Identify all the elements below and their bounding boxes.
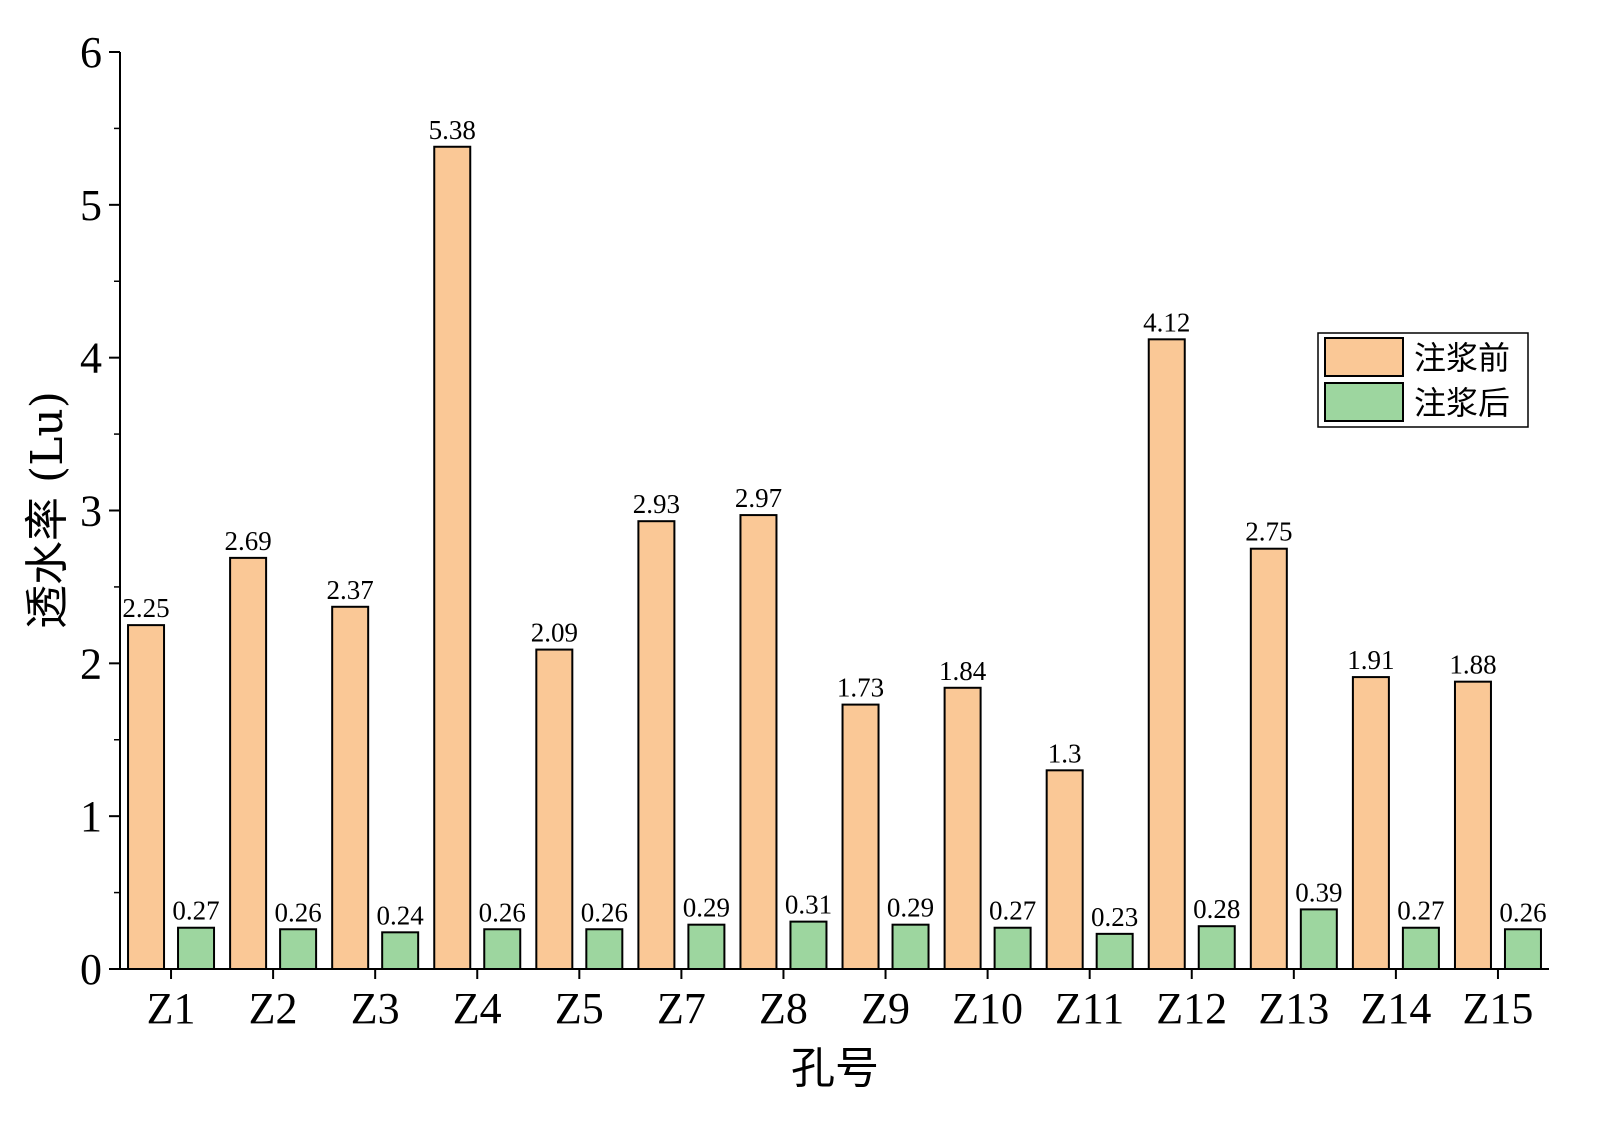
value-label-before-Z3: 2.37 <box>327 575 374 605</box>
value-label-before-Z15: 1.88 <box>1449 650 1496 680</box>
y-tick-label: 5 <box>80 181 102 230</box>
x-tick-label-Z12: Z12 <box>1156 984 1227 1033</box>
bar-after-Z3 <box>381 931 420 971</box>
value-label-before-Z2: 2.69 <box>224 526 271 556</box>
bar-before-Z12 <box>1147 338 1186 970</box>
value-label-before-Z4: 5.38 <box>429 115 476 145</box>
x-tick-label-Z8: Z8 <box>759 984 808 1033</box>
bar-after-Z15 <box>1503 928 1542 970</box>
legend: 注浆前 注浆后 <box>1317 332 1529 428</box>
bar-before-Z2 <box>229 556 268 971</box>
value-label-before-Z11: 1.3 <box>1048 738 1082 768</box>
bar-after-Z5 <box>585 928 624 970</box>
x-ticks-layer: Z1 Z2 Z3 Z4 Z5 Z7 Z8 Z9 Z10 Z11 Z12 Z13 Z14 Z15 <box>147 969 1534 1033</box>
bars-layer <box>127 145 1542 971</box>
value-label-after-Z2: 0.26 <box>274 897 321 927</box>
y-tick-label: 2 <box>80 639 102 688</box>
bar-before-Z1 <box>127 624 166 970</box>
bar-after-Z4 <box>483 928 522 970</box>
x-tick-label-Z1: Z1 <box>147 984 196 1033</box>
y-tick-label: 0 <box>80 945 102 994</box>
bar-after-Z11 <box>1095 932 1134 970</box>
y-tick-label: 6 <box>80 28 102 77</box>
value-label-after-Z5: 0.26 <box>581 897 628 927</box>
value-label-after-Z11: 0.23 <box>1091 902 1138 932</box>
value-label-before-Z9: 1.73 <box>837 673 884 703</box>
x-tick-label-Z4: Z4 <box>453 984 502 1033</box>
bar-after-Z9 <box>891 923 930 971</box>
value-label-after-Z8: 0.31 <box>785 890 832 920</box>
bar-before-Z14 <box>1351 676 1390 970</box>
y-ticks-layer: 0 1 2 3 4 5 6 <box>80 28 120 994</box>
bar-before-Z4 <box>433 145 472 971</box>
bar-after-Z14 <box>1401 926 1440 970</box>
value-label-after-Z7: 0.29 <box>683 893 730 923</box>
bar-before-Z8 <box>739 514 778 971</box>
value-label-before-Z8: 2.97 <box>735 483 782 513</box>
bar-before-Z9 <box>841 703 880 970</box>
y-tick-label: 4 <box>80 334 102 383</box>
x-tick-label-Z14: Z14 <box>1360 984 1431 1033</box>
x-tick-label-Z13: Z13 <box>1258 984 1329 1033</box>
bar-after-Z7 <box>687 923 726 971</box>
value-label-after-Z4: 0.26 <box>479 897 526 927</box>
bar-after-Z1 <box>177 926 216 970</box>
value-label-after-Z15: 0.26 <box>1499 897 1546 927</box>
x-tick-label-Z15: Z15 <box>1463 984 1534 1033</box>
bar-before-Z5 <box>535 648 574 970</box>
bar-after-Z12 <box>1197 925 1236 970</box>
value-label-after-Z13: 0.39 <box>1295 877 1342 907</box>
x-tick-label-Z10: Z10 <box>952 984 1023 1033</box>
bar-before-Z13 <box>1249 547 1288 970</box>
value-label-before-Z7: 2.93 <box>633 489 680 519</box>
value-label-before-Z10: 1.84 <box>939 656 987 686</box>
bar-before-Z10 <box>943 686 982 971</box>
legend-swatch-before <box>1324 337 1404 377</box>
bar-before-Z3 <box>331 605 370 970</box>
value-label-before-Z13: 2.75 <box>1245 517 1292 547</box>
value-label-after-Z1: 0.27 <box>172 896 219 926</box>
x-tick-label-Z2: Z2 <box>249 984 298 1033</box>
value-label-after-Z10: 0.27 <box>989 896 1036 926</box>
x-tick-label-Z9: Z9 <box>861 984 910 1033</box>
value-label-after-Z3: 0.24 <box>377 900 425 930</box>
bar-before-Z15 <box>1453 680 1492 970</box>
value-label-after-Z14: 0.27 <box>1397 896 1444 926</box>
x-axis-title: 孔号 <box>791 1043 879 1094</box>
value-label-after-Z9: 0.29 <box>887 893 934 923</box>
bar-after-Z13 <box>1299 908 1338 971</box>
value-label-after-Z12: 0.28 <box>1193 894 1240 924</box>
x-tick-label-Z3: Z3 <box>351 984 400 1033</box>
legend-label-after: 注浆后 <box>1414 384 1510 422</box>
legend-label-before: 注浆前 <box>1414 339 1510 377</box>
y-tick-label: 1 <box>80 792 102 841</box>
x-tick-label-Z5: Z5 <box>555 984 604 1033</box>
value-label-before-Z5: 2.09 <box>531 618 578 648</box>
x-tick-label-Z11: Z11 <box>1055 984 1124 1033</box>
bar-after-Z8 <box>789 920 828 970</box>
value-label-before-Z1: 2.25 <box>122 593 169 623</box>
bar-after-Z2 <box>279 928 318 970</box>
bar-after-Z10 <box>993 926 1032 970</box>
y-tick-label: 3 <box>80 487 102 536</box>
legend-swatch-after <box>1324 382 1404 422</box>
value-label-before-Z12: 4.12 <box>1143 307 1190 337</box>
value-label-before-Z14: 1.91 <box>1347 645 1394 675</box>
bar-before-Z7 <box>637 520 676 970</box>
bar-before-Z11 <box>1045 769 1084 970</box>
value-labels-layer: 2.25 0.27 2.69 0.26 2.37 0.24 5.38 0.26 2.09 0.26… <box>122 115 1546 932</box>
y-axis-title: 透水率 (Lu) <box>22 391 73 629</box>
x-tick-label-Z7: Z7 <box>657 984 706 1033</box>
